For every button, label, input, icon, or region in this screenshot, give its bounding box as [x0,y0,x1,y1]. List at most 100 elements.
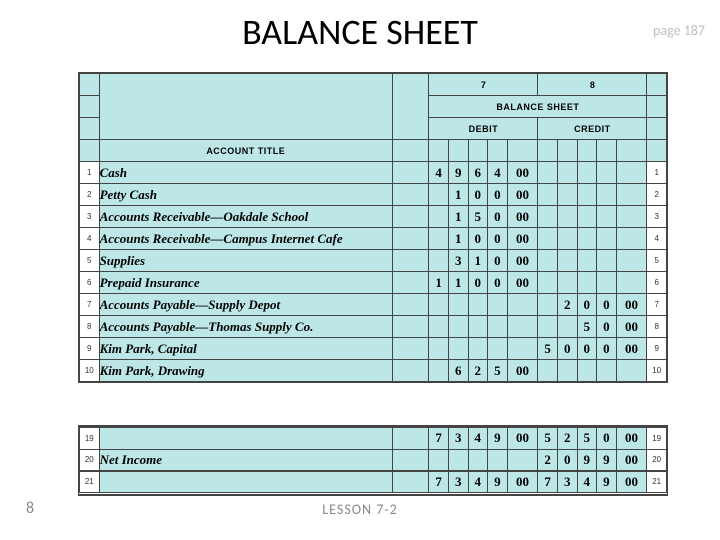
account-title-cell [99,471,393,493]
account-title-cell: Prepaid Insurance [99,272,393,294]
amount-cell: 4 [429,162,449,184]
amount-cell: 9 [488,427,508,449]
amount-cell [429,338,449,360]
amount-cell: 6 [468,162,488,184]
row-number-right: 1 [647,162,667,184]
page-title: BALANCE SHEET [0,0,720,62]
row-number-right: 10 [647,360,667,382]
account-title-cell: Kim Park, Drawing [99,360,393,382]
amount-cell: 0 [557,449,577,471]
amount-cell: 0 [488,206,508,228]
amount-cell: 3 [448,471,468,493]
amount-cell [468,449,488,471]
amount-cell: 3 [448,250,468,272]
amount-cell: 9 [597,449,617,471]
amount-cell [468,294,488,316]
amount-cell [616,360,647,382]
amount-cell [557,228,577,250]
amount-cell [597,162,617,184]
amount-cell [429,360,449,382]
amount-cell [557,206,577,228]
row-number-left: 9 [80,338,100,360]
amount-cell: 00 [507,206,538,228]
row-number-left: 19 [80,427,100,449]
amount-cell: 4 [488,162,508,184]
row-number-right: 2 [647,184,667,206]
ledger-bottom: 197349005250001920Net Income209900202173… [78,425,668,496]
row-number-left: 3 [80,206,100,228]
amount-cell: 4 [577,471,597,493]
row-number-right: 3 [647,206,667,228]
amount-cell: 2 [468,360,488,382]
amount-cell [557,360,577,382]
amount-cell [616,206,647,228]
amount-cell [538,316,558,338]
amount-cell: 4 [468,427,488,449]
amount-cell: 00 [507,427,538,449]
amount-cell [538,250,558,272]
amount-cell [468,338,488,360]
amount-cell [577,360,597,382]
amount-cell: 9 [577,449,597,471]
row-number-right: 19 [647,427,667,449]
amount-cell: 3 [448,427,468,449]
amount-cell [577,184,597,206]
account-title-cell: Accounts Payable—Thomas Supply Co. [99,316,393,338]
amount-cell [448,338,468,360]
row-number-right: 5 [647,250,667,272]
amount-cell: 0 [597,427,617,449]
amount-cell [538,206,558,228]
amount-cell: 1 [468,250,488,272]
amount-cell [448,294,468,316]
amount-cell [557,316,577,338]
amount-cell [488,294,508,316]
amount-cell [616,250,647,272]
amount-cell [577,228,597,250]
amount-cell: 7 [429,471,449,493]
account-title-header: ACCOUNT TITLE [99,140,393,162]
amount-cell: 0 [468,184,488,206]
amount-cell [488,449,508,471]
amount-cell [538,184,558,206]
ledger-table-bottom: 197349005250001920Net Income209900202173… [79,426,667,495]
amount-cell [429,228,449,250]
amount-cell [488,338,508,360]
amount-cell: 5 [577,316,597,338]
amount-cell [616,272,647,294]
account-title-cell: Petty Cash [99,184,393,206]
amount-cell: 0 [488,228,508,250]
amount-cell: 00 [507,360,538,382]
debit-header: DEBIT [429,118,538,140]
ledger-main: 7 8 BALANCE SHEET DEBIT CREDIT ACCOUNT T… [78,72,668,383]
ledger-table-top: 7 8 BALANCE SHEET DEBIT CREDIT ACCOUNT T… [79,73,667,382]
amount-cell [468,316,488,338]
amount-cell: 9 [488,471,508,493]
account-title-cell: Accounts Receivable—Campus Internet Cafe [99,228,393,250]
amount-cell [577,206,597,228]
amount-cell [597,272,617,294]
amount-cell [507,316,538,338]
row-number-left: 6 [80,272,100,294]
amount-cell: 1 [429,272,449,294]
col-7-header: 7 [429,74,538,96]
amount-cell: 0 [597,316,617,338]
amount-cell: 0 [577,338,597,360]
amount-cell: 00 [507,471,538,493]
amount-cell [557,162,577,184]
amount-cell [538,272,558,294]
amount-cell [557,272,577,294]
col-8-header: 8 [538,74,647,96]
row-number-right: 4 [647,228,667,250]
row-number-right: 9 [647,338,667,360]
account-title-cell: Supplies [99,250,393,272]
account-title-cell: Accounts Receivable—Oakdale School [99,206,393,228]
amount-cell: 0 [597,338,617,360]
row-number-right: 6 [647,272,667,294]
row-number-left: 21 [80,471,100,493]
amount-cell [538,360,558,382]
amount-cell: 1 [448,206,468,228]
row-number-left: 8 [80,316,100,338]
row-number-left: 1 [80,162,100,184]
amount-cell: 9 [597,471,617,493]
amount-cell: 00 [507,162,538,184]
